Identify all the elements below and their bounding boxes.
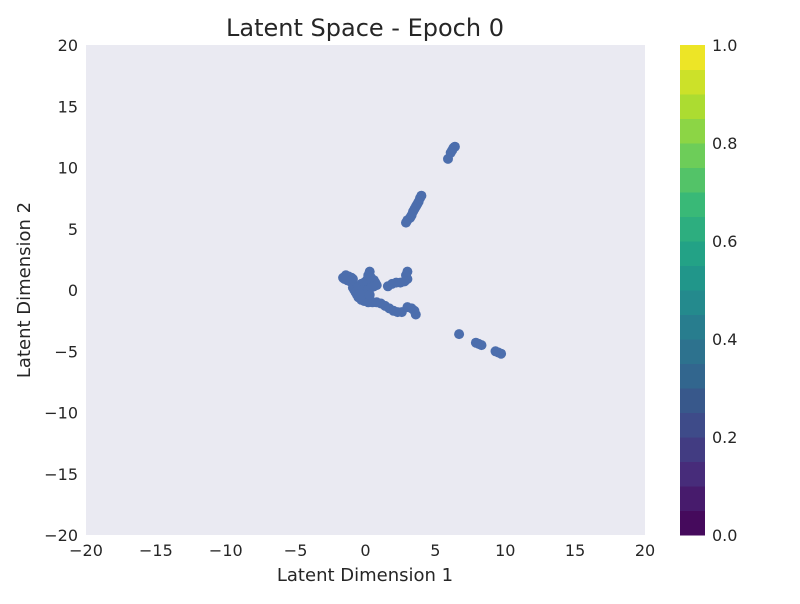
colorbar-band xyxy=(680,314,705,340)
x-tick-label: −15 xyxy=(139,541,173,560)
colorbar-band xyxy=(680,143,705,168)
colorbar-band xyxy=(680,437,705,462)
scatter-point xyxy=(454,329,465,340)
y-tick-label: 15 xyxy=(58,97,78,116)
colorbar-band xyxy=(680,510,705,536)
colorbar-band xyxy=(680,339,705,364)
scatter-point xyxy=(443,153,453,164)
scatter-point xyxy=(354,288,365,299)
colorbar-band xyxy=(680,118,705,144)
points-layer xyxy=(338,141,507,359)
scatter-point xyxy=(364,289,375,300)
scatter-point xyxy=(476,340,487,351)
y-tick-label: 10 xyxy=(58,159,78,178)
x-tick-label: 20 xyxy=(635,541,655,560)
colorbar-band xyxy=(680,192,705,217)
colorbar-band xyxy=(680,265,705,291)
colorbar-band xyxy=(680,216,705,242)
colorbar-tick-label: 0.6 xyxy=(712,232,737,251)
y-tick-label: −15 xyxy=(44,465,78,484)
colorbar-band xyxy=(680,290,705,315)
y-tick-label: 0 xyxy=(68,281,78,300)
chart-title: Latent Space - Epoch 0 xyxy=(226,14,504,42)
colorbar-band xyxy=(680,241,705,266)
colorbar-band xyxy=(680,94,705,119)
y-tick-labels: −20 −15 −10 −5 0 5 10 15 20 xyxy=(44,36,78,545)
colorbar-band xyxy=(680,461,705,487)
y-tick-label: −10 xyxy=(44,404,78,423)
x-tick-labels: −20 −15 −10 −5 0 5 10 15 20 xyxy=(69,541,655,560)
scatter-point xyxy=(401,217,411,228)
colorbar xyxy=(680,45,705,536)
y-tick-label: −5 xyxy=(54,342,78,361)
x-tick-label: 15 xyxy=(565,541,585,560)
scatter-point xyxy=(371,280,382,291)
x-tick-label: −10 xyxy=(209,541,243,560)
colorbar-band xyxy=(680,388,705,413)
colorbar-band xyxy=(680,486,705,511)
colorbar-tick-label: 1.0 xyxy=(712,36,737,55)
scatter-point xyxy=(402,266,413,277)
scatter-point xyxy=(496,348,507,359)
y-tick-label: −20 xyxy=(44,526,78,545)
y-axis-label: Latent Dimension 2 xyxy=(14,202,35,378)
colorbar-tick-label: 0.8 xyxy=(712,134,737,153)
x-tick-label: −5 xyxy=(284,541,308,560)
colorbar-band xyxy=(680,167,705,193)
colorbar-band xyxy=(680,363,705,389)
colorbar-tick-label: 0.0 xyxy=(712,526,737,545)
colorbar-tick-label: 0.4 xyxy=(712,330,737,349)
x-axis-label: Latent Dimension 1 xyxy=(277,565,453,586)
colorbar-band xyxy=(680,45,705,70)
y-tick-label: 5 xyxy=(68,220,78,239)
x-tick-label: −20 xyxy=(69,541,103,560)
colorbar-tick-labels: 0.0 0.2 0.4 0.6 0.8 1.0 xyxy=(712,36,737,545)
x-tick-label: 5 xyxy=(430,541,440,560)
colorbar-tick-label: 0.2 xyxy=(712,428,737,447)
y-tick-label: 20 xyxy=(58,36,78,55)
x-tick-label: 10 xyxy=(495,541,515,560)
colorbar-band xyxy=(680,69,705,95)
colorbar-band xyxy=(680,412,705,438)
scatter-point xyxy=(410,309,421,320)
x-tick-label: 0 xyxy=(360,541,370,560)
